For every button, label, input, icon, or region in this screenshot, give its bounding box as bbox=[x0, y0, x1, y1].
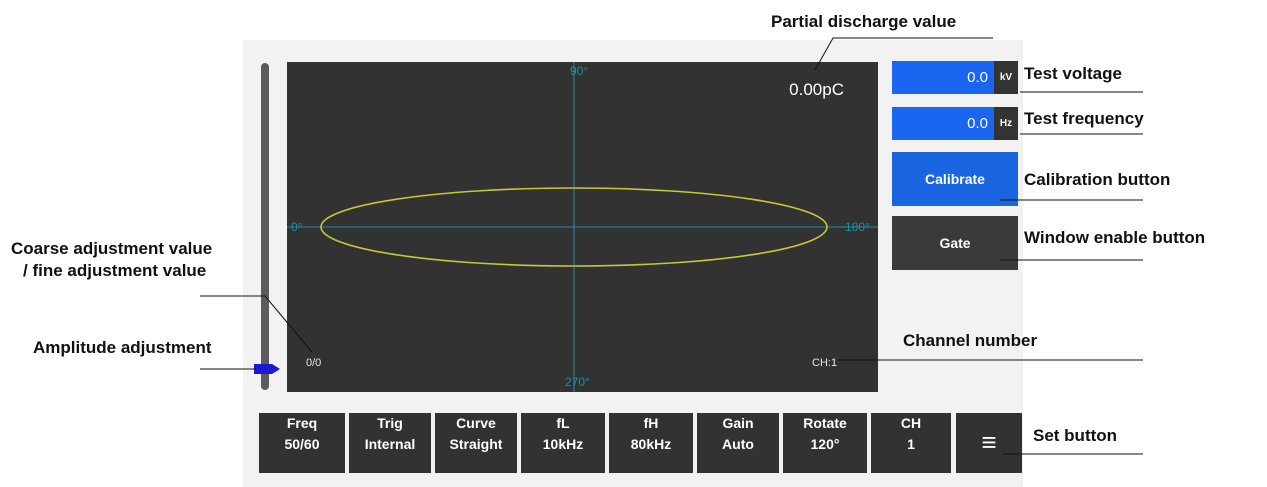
amplitude-slider[interactable] bbox=[261, 63, 269, 390]
set-button[interactable]: ≡ bbox=[956, 413, 1022, 473]
ch-button[interactable]: CH 1 bbox=[871, 413, 951, 473]
callout-partial-discharge: Partial discharge value bbox=[771, 12, 957, 31]
rotate-button-value: 120° bbox=[810, 436, 840, 452]
callout-test-frequency: Test frequency bbox=[1024, 109, 1144, 128]
callout-window-enable: Window enable button bbox=[1024, 228, 1206, 247]
test-frequency-field[interactable]: 0.0 Hz bbox=[892, 107, 1018, 140]
channel-number: CH:1 bbox=[812, 357, 838, 369]
curve-button-label: Curve bbox=[456, 415, 496, 431]
freq-button[interactable]: Freq 50/60 bbox=[259, 413, 345, 473]
fh-button[interactable]: fH 80kHz bbox=[609, 413, 693, 473]
axis-label-180: 180° bbox=[845, 220, 870, 234]
gate-button[interactable]: Gate bbox=[892, 216, 1018, 270]
fl-button[interactable]: fL 10kHz bbox=[521, 413, 605, 473]
callout-fine-adjustment: / fine adjustment value bbox=[23, 261, 207, 280]
freq-button-value: 50/60 bbox=[284, 436, 320, 452]
test-voltage-unit: kV bbox=[994, 61, 1018, 94]
callout-amplitude: Amplitude adjustment bbox=[33, 338, 212, 357]
freq-button-label: Freq bbox=[286, 415, 318, 431]
fh-button-value: 80kHz bbox=[630, 436, 672, 452]
hamburger-icon: ≡ bbox=[981, 427, 997, 457]
test-voltage-value: 0.0 bbox=[967, 69, 988, 86]
callout-set-button: Set button bbox=[1033, 426, 1118, 445]
test-frequency-value: 0.0 bbox=[967, 115, 988, 132]
ch-button-value: 1 bbox=[907, 436, 915, 452]
rotate-button[interactable]: Rotate 120° bbox=[783, 413, 867, 473]
amplitude-slider-handle[interactable] bbox=[254, 362, 280, 376]
callout-calibration: Calibration button bbox=[1024, 170, 1171, 189]
callout-coarse-adjustment: Coarse adjustment value bbox=[11, 239, 213, 258]
axis-label-90: 90° bbox=[570, 64, 589, 78]
fh-button-label: fH bbox=[643, 415, 659, 431]
calibrate-button[interactable]: Calibrate bbox=[892, 152, 1018, 206]
adjustment-value: 0/0 bbox=[306, 357, 322, 369]
fl-button-value: 10kHz bbox=[542, 436, 584, 452]
gain-button-label: Gain bbox=[722, 415, 754, 431]
trig-button-label: Trig bbox=[377, 415, 403, 431]
gain-button-value: Auto bbox=[722, 436, 754, 452]
callout-channel-number: Channel number bbox=[903, 331, 1038, 350]
rotate-button-label: Rotate bbox=[803, 415, 847, 431]
trig-button[interactable]: Trig Internal bbox=[349, 413, 431, 473]
gain-button[interactable]: Gain Auto bbox=[697, 413, 779, 473]
test-frequency-unit: Hz bbox=[994, 107, 1018, 140]
ch-button-label: CH bbox=[900, 415, 922, 431]
axis-label-270: 270° bbox=[565, 375, 590, 389]
callout-test-voltage: Test voltage bbox=[1024, 64, 1122, 83]
curve-button-value: Straight bbox=[449, 436, 503, 452]
curve-button[interactable]: Curve Straight bbox=[435, 413, 517, 473]
sine-ellipse bbox=[320, 187, 828, 267]
partial-discharge-value: 0.00pC bbox=[789, 80, 844, 99]
test-voltage-field[interactable]: 0.0 kV bbox=[892, 61, 1018, 94]
trig-button-value: Internal bbox=[364, 436, 416, 452]
phase-display: 0.00pC 90° 0° 180° 270° 0/0 CH:1 bbox=[287, 62, 878, 392]
axis-label-0: 0° bbox=[291, 220, 303, 234]
fl-button-label: fL bbox=[556, 415, 570, 431]
